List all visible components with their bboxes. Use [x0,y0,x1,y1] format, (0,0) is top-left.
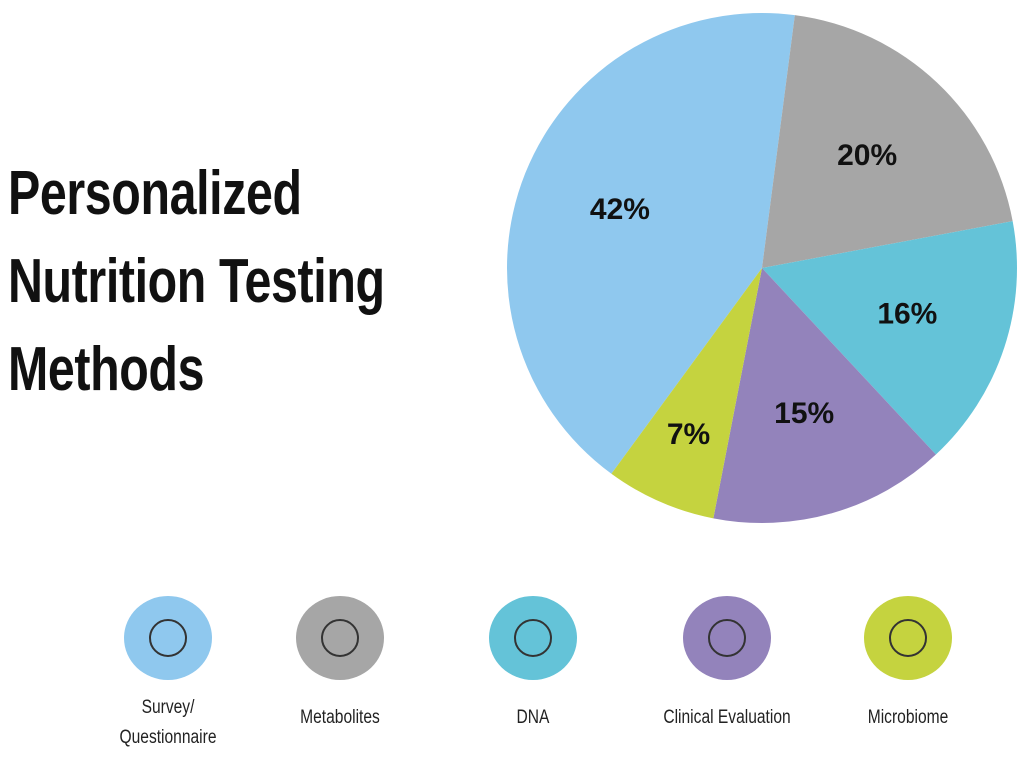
legend-icon [864,596,952,680]
legend-label: Clinical Evaluation [663,707,791,728]
legend-label: Microbiome [867,707,949,728]
legend-icon-detail [889,619,927,657]
pie-slice [762,221,1017,455]
data-label: 16% [877,298,937,331]
legend-icon-detail [321,619,359,657]
legend-icon [124,596,212,680]
pie-slice [611,268,762,519]
pie-slice [762,15,1013,268]
legend-label: Metabolites [300,707,380,728]
legend-icon [489,596,577,680]
data-label: 7% [667,418,710,451]
chart-title: Personalized Nutrition Testing Methods [8,159,385,404]
legend-icon [296,596,384,680]
legend-icon-detail [149,619,187,657]
legend-icon [683,596,771,680]
data-label: 42% [590,193,650,226]
pie-slice [713,268,936,523]
legend-icon-detail [514,619,552,657]
data-label: 20% [837,139,897,172]
legend-label: Survey/ Questionnaire [119,697,217,748]
legend-label: DNA [516,707,550,728]
pie-slice [506,12,795,474]
legend-icon-detail [708,619,746,657]
data-label: 15% [774,397,834,430]
